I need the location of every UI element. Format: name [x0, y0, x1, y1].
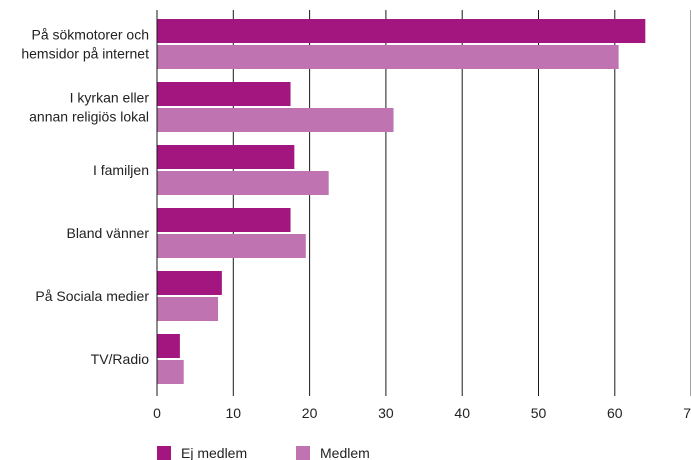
bar-ej-medlem	[157, 208, 291, 232]
bar-medlem	[157, 108, 394, 132]
bar-ej-medlem	[157, 19, 646, 43]
category-label: I familjen	[93, 162, 149, 178]
x-tick-label: 20	[302, 405, 318, 421]
category-label: hemsidor på internet	[21, 46, 149, 62]
legend-swatch	[157, 446, 171, 460]
bar-ej-medlem	[157, 271, 222, 295]
legend-swatch	[296, 446, 310, 460]
gridlines	[232, 10, 691, 396]
x-tick-label: 60	[607, 405, 623, 421]
x-tick-label: 30	[378, 405, 394, 421]
x-tick-label: 40	[454, 405, 470, 421]
category-label: I kyrkan eller	[70, 90, 150, 106]
category-label: På Sociala medier	[35, 288, 149, 304]
bar-medlem	[157, 45, 619, 69]
x-tick-label: 70	[683, 405, 691, 421]
x-tick-label: 50	[531, 405, 547, 421]
bar-ej-medlem	[157, 145, 295, 169]
legend: Ej medlem Medlem	[157, 445, 370, 460]
legend-label: Medlem	[320, 445, 370, 460]
category-label: annan religiös lokal	[29, 109, 149, 125]
bars	[157, 19, 646, 384]
bar-medlem	[157, 171, 329, 195]
bar-medlem	[157, 297, 219, 321]
bar-medlem	[157, 234, 306, 258]
bar-ej-medlem	[157, 334, 180, 358]
category-labels: På sökmotorer och hemsidor på internet I k…	[21, 27, 149, 368]
bar-ej-medlem	[157, 82, 291, 106]
category-label: Bland vänner	[66, 225, 149, 241]
x-tick-labels: 0 10 20 30 40 50 60 70	[153, 405, 691, 421]
category-label: På sökmotorer och	[32, 27, 150, 43]
legend-label: Ej medlem	[181, 445, 247, 460]
category-label: TV/Radio	[91, 351, 150, 367]
x-tick-label: 10	[226, 405, 242, 421]
bar-medlem	[157, 360, 184, 384]
x-tick-label: 0	[153, 405, 161, 421]
